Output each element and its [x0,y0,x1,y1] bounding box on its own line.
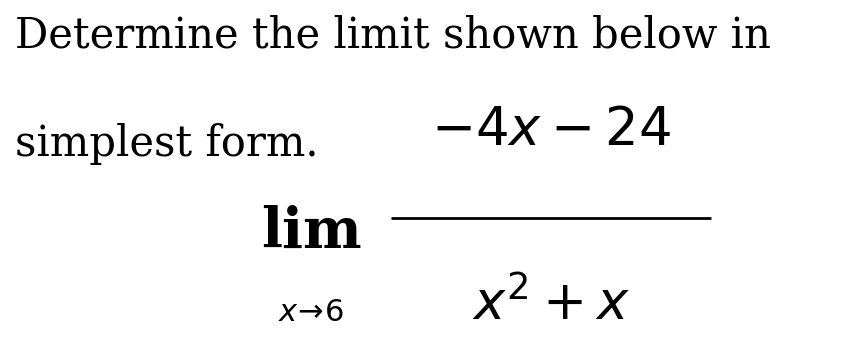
Text: Determine the limit shown below in: Determine the limit shown below in [15,15,771,57]
Text: $x\!\rightarrow\!6$: $x\!\rightarrow\!6$ [278,297,344,328]
Text: $-4x - 24$: $-4x - 24$ [431,105,671,156]
Text: $x^2 + x$: $x^2 + x$ [472,279,630,331]
Text: simplest form.: simplest form. [15,123,319,166]
Text: lim: lim [261,205,362,260]
